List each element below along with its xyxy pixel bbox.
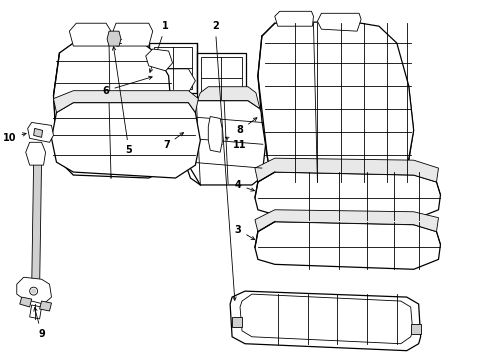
Polygon shape <box>148 43 197 93</box>
Polygon shape <box>145 49 172 71</box>
Polygon shape <box>317 13 360 31</box>
Circle shape <box>32 289 36 293</box>
Polygon shape <box>197 53 245 103</box>
Polygon shape <box>254 172 440 220</box>
Polygon shape <box>113 23 152 46</box>
Text: 11: 11 <box>225 137 246 150</box>
Polygon shape <box>69 23 111 46</box>
Polygon shape <box>40 301 51 311</box>
Polygon shape <box>53 43 73 175</box>
Polygon shape <box>254 158 438 182</box>
Text: 9: 9 <box>34 307 45 339</box>
Polygon shape <box>17 277 51 304</box>
Text: 4: 4 <box>234 180 254 191</box>
Polygon shape <box>53 43 172 178</box>
Text: 1: 1 <box>149 21 169 72</box>
Polygon shape <box>254 222 440 269</box>
Text: 2: 2 <box>211 21 236 300</box>
Polygon shape <box>201 57 242 99</box>
Polygon shape <box>34 129 42 137</box>
Polygon shape <box>28 122 53 142</box>
Polygon shape <box>30 305 41 319</box>
Text: 5: 5 <box>112 47 132 155</box>
Polygon shape <box>168 93 175 96</box>
Polygon shape <box>182 100 267 185</box>
Polygon shape <box>51 103 200 178</box>
Polygon shape <box>56 69 195 93</box>
Text: 6: 6 <box>102 76 152 96</box>
Polygon shape <box>196 87 259 109</box>
Text: 10: 10 <box>3 133 26 143</box>
Polygon shape <box>153 47 192 89</box>
Polygon shape <box>32 160 41 289</box>
Polygon shape <box>257 21 413 185</box>
Polygon shape <box>208 117 222 152</box>
Polygon shape <box>218 103 224 105</box>
Polygon shape <box>53 91 198 113</box>
Polygon shape <box>20 297 32 307</box>
Text: 7: 7 <box>163 132 183 150</box>
Polygon shape <box>240 294 412 344</box>
Polygon shape <box>107 31 121 46</box>
Polygon shape <box>232 317 242 327</box>
Polygon shape <box>274 11 313 26</box>
Text: 3: 3 <box>234 225 254 240</box>
Polygon shape <box>254 210 438 231</box>
Polygon shape <box>26 142 45 165</box>
Polygon shape <box>230 291 420 351</box>
Polygon shape <box>360 86 413 185</box>
Polygon shape <box>410 324 420 334</box>
Text: 8: 8 <box>236 118 256 135</box>
